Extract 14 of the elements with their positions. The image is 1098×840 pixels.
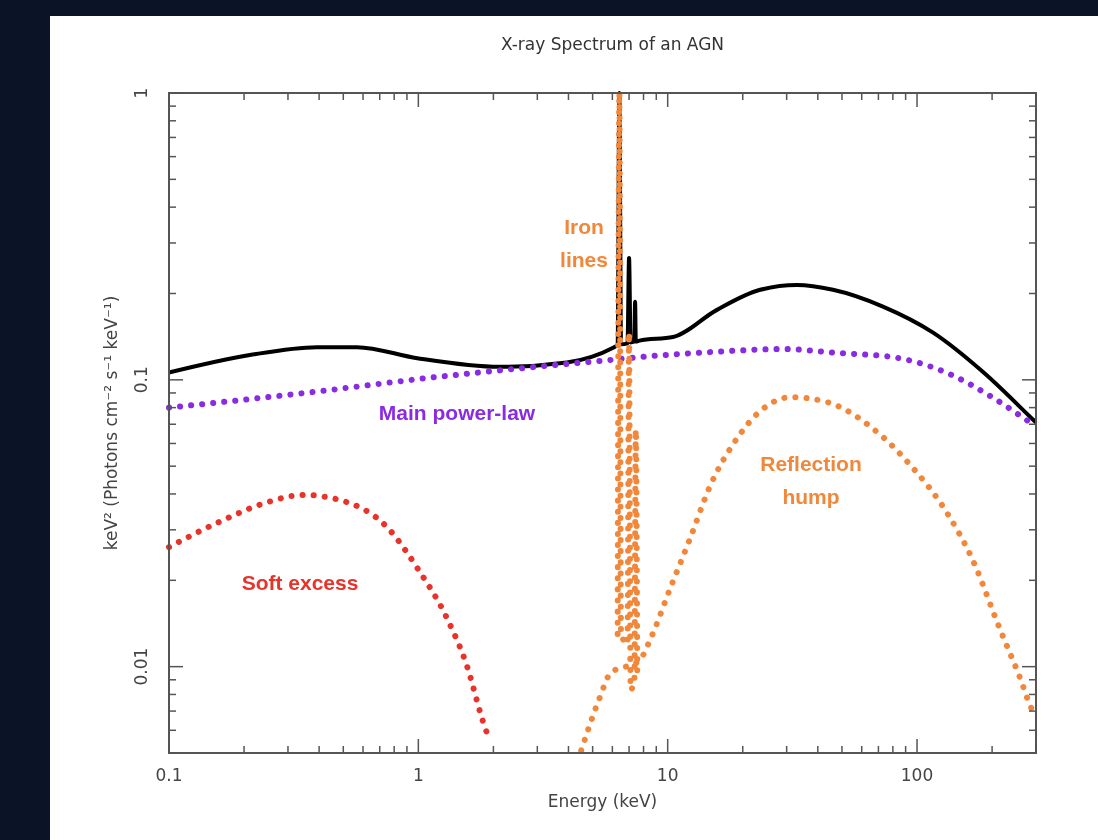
y-tick-label: 1 — [131, 87, 151, 99]
x-tick-label: 1 — [412, 765, 424, 785]
series-label: Iron lines — [560, 215, 608, 271]
y-tick-label: 0.1 — [131, 366, 151, 394]
x-axis-title: Energy (keV) — [547, 791, 658, 811]
x-tick-label: 0.1 — [155, 765, 183, 785]
x-tick-label: 10 — [656, 765, 679, 785]
x-tick-label: 100 — [900, 765, 934, 785]
y-axis-title: keV² (Photons cm⁻² s⁻¹ keV⁻¹) — [101, 295, 121, 551]
chart-title: X-ray Spectrum of an AGN — [500, 34, 725, 54]
series-label: Main power-law — [378, 401, 536, 424]
series-label: Reflection hump — [760, 452, 862, 508]
text: Soft excess — [241, 571, 359, 594]
y-tick-label: 0.01 — [131, 647, 151, 686]
